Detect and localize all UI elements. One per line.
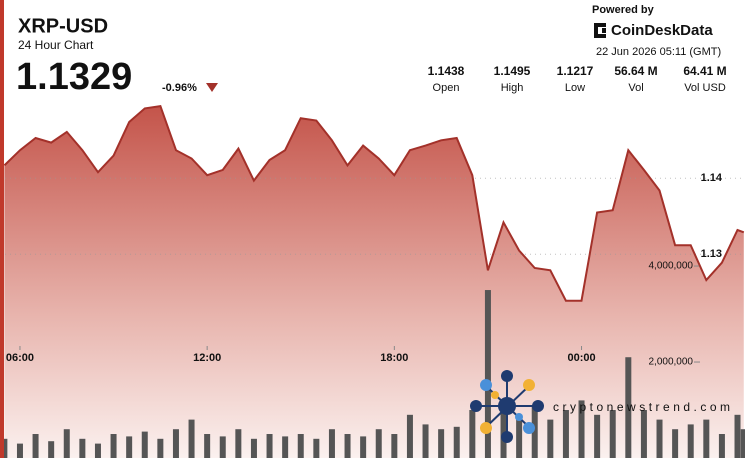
volume-bar xyxy=(640,410,647,458)
volume-bar xyxy=(172,429,179,458)
volume-bar xyxy=(328,429,335,458)
volume-bar xyxy=(219,436,226,458)
volume-bar xyxy=(313,438,320,458)
volume-bar xyxy=(141,431,148,458)
volume-bar xyxy=(718,434,725,458)
stat-value: 1.1217 xyxy=(557,64,594,78)
stat-value: 1.1438 xyxy=(428,64,465,78)
volume-bar xyxy=(469,410,476,458)
volume-bar xyxy=(672,429,679,458)
chart-subtitle: 24 Hour Chart xyxy=(18,38,94,52)
volume-bar xyxy=(110,434,117,458)
volume-bar xyxy=(422,424,429,458)
volume-bar xyxy=(500,400,507,458)
volume-bar xyxy=(94,443,101,458)
stat-label: Vol xyxy=(628,82,643,94)
volume-bar xyxy=(484,290,491,458)
volume-bar xyxy=(687,424,694,458)
x-tick-label: 18:00 xyxy=(380,352,408,364)
watermark-logo xyxy=(470,370,544,443)
volume-bar xyxy=(625,357,632,458)
timestamp: 22 Jun 2026 05:11 (GMT) xyxy=(596,46,721,58)
stat-label: Low xyxy=(565,82,585,94)
volume-bar xyxy=(531,405,538,458)
brand-icon xyxy=(594,23,606,38)
price-line xyxy=(3,104,745,302)
volume-bar xyxy=(344,434,351,458)
volume-bar xyxy=(63,429,70,458)
volume-bar xyxy=(703,419,710,458)
volume-bar xyxy=(578,400,585,458)
edge-stripe xyxy=(0,0,4,458)
volume-bar xyxy=(562,410,569,458)
volume-bar xyxy=(360,436,367,458)
stat-value: 1.1495 xyxy=(494,64,531,78)
x-tick-label: 12:00 xyxy=(193,352,221,364)
plot-area xyxy=(0,104,745,458)
volume-bar xyxy=(32,434,39,458)
volume-bar xyxy=(375,429,382,458)
volume-bar xyxy=(250,438,257,458)
brand: CoinDeskData xyxy=(611,22,713,39)
volume-bar xyxy=(79,438,86,458)
volume-bar xyxy=(204,434,211,458)
volume-bar xyxy=(1,438,8,458)
y2-tick-label: 2,000,000 xyxy=(649,357,694,368)
chart-title: XRP-USD xyxy=(18,15,108,37)
volume-bar xyxy=(594,414,601,458)
volume-bar xyxy=(609,410,616,458)
volume-bar xyxy=(266,434,273,458)
x-tick-label: 00:00 xyxy=(567,352,595,364)
volume-bar xyxy=(734,414,741,458)
volume-bar xyxy=(235,429,242,458)
price: 1.1329 xyxy=(16,56,132,98)
change: -0.96% xyxy=(162,82,197,94)
volume-bar xyxy=(157,438,164,458)
x-tick-label: 06:00 xyxy=(6,352,34,364)
stat-value: 56.64 M xyxy=(614,64,657,78)
stat-label: Vol USD xyxy=(684,82,726,94)
volume-bar xyxy=(282,436,289,458)
volume-bar xyxy=(188,419,195,458)
volume-bar xyxy=(126,436,133,458)
stat-value: 64.41 M xyxy=(683,64,726,78)
volume-bar xyxy=(740,429,745,458)
volume-bar xyxy=(438,429,445,458)
volume-bar xyxy=(547,419,554,458)
volume-bar xyxy=(516,414,523,458)
price-area xyxy=(4,106,744,458)
powered-by: Powered by xyxy=(592,4,655,16)
watermark: cryptonewstrend.com xyxy=(553,400,734,414)
volume-bar xyxy=(453,426,460,458)
y-tick-label: 1.14 xyxy=(701,172,723,184)
down-arrow xyxy=(206,83,218,92)
y2-tick-label: 4,000,000 xyxy=(649,261,694,272)
volume-bar xyxy=(391,434,398,458)
stat-label: Open xyxy=(433,82,460,94)
y-tick-label: 1.13 xyxy=(701,248,722,260)
volume-bar xyxy=(16,443,23,458)
volume-bar xyxy=(406,414,413,458)
volume-bar xyxy=(656,419,663,458)
volume-bar xyxy=(48,441,55,458)
volume-bar xyxy=(297,434,304,458)
stat-label: High xyxy=(501,82,524,94)
